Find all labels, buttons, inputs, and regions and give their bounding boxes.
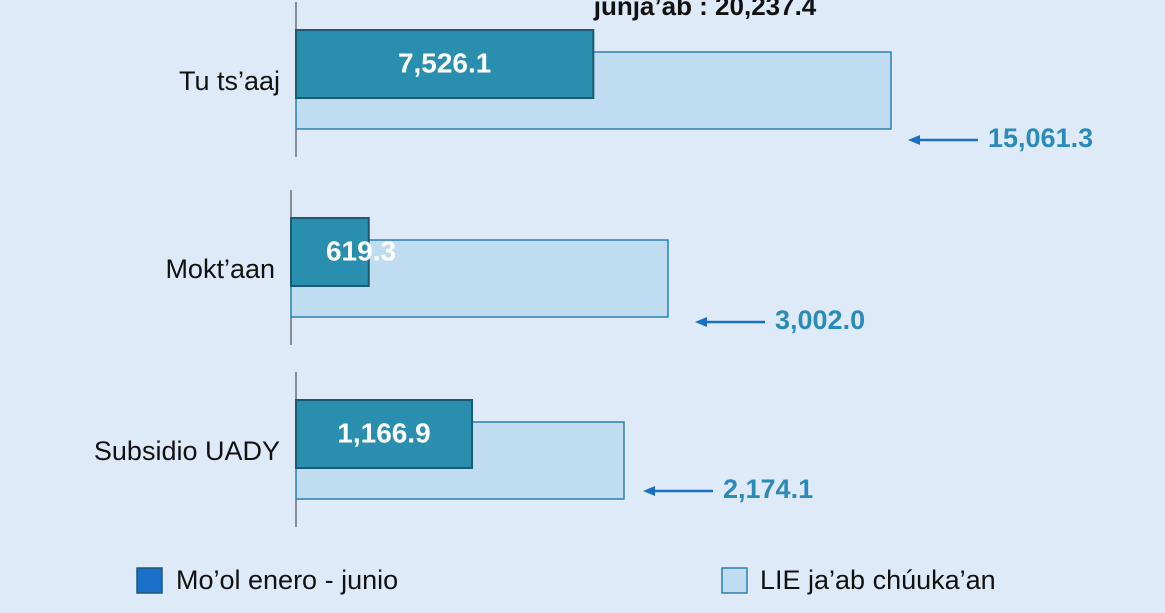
category-label: Mokt’aan: [165, 254, 275, 284]
data-label: 1,166.9: [337, 417, 430, 448]
bar: [295, 399, 474, 469]
arrow-head: [908, 135, 920, 145]
arrow-head: [695, 317, 707, 327]
chart-title: junja’ab : 20,237.4: [593, 0, 817, 21]
data-label: 2,174.1: [723, 474, 813, 504]
arrow-head: [643, 486, 655, 496]
bar: [290, 217, 370, 287]
category-label: Subsidio UADY: [94, 436, 280, 466]
legend-label: LIE ja’ab chúuka’an: [760, 565, 996, 595]
category-label: Tu ts’aaj: [179, 66, 280, 96]
data-label: 7,526.1: [398, 47, 491, 78]
data-label: 15,061.3: [988, 123, 1093, 153]
legend-label: Mo’ol enero - junio: [176, 565, 398, 595]
legend-swatch: [136, 567, 163, 594]
data-label: 619.3: [326, 235, 396, 266]
bar: [295, 29, 595, 99]
legend-swatch: [721, 567, 748, 594]
data-label: 3,002.0: [775, 305, 865, 335]
